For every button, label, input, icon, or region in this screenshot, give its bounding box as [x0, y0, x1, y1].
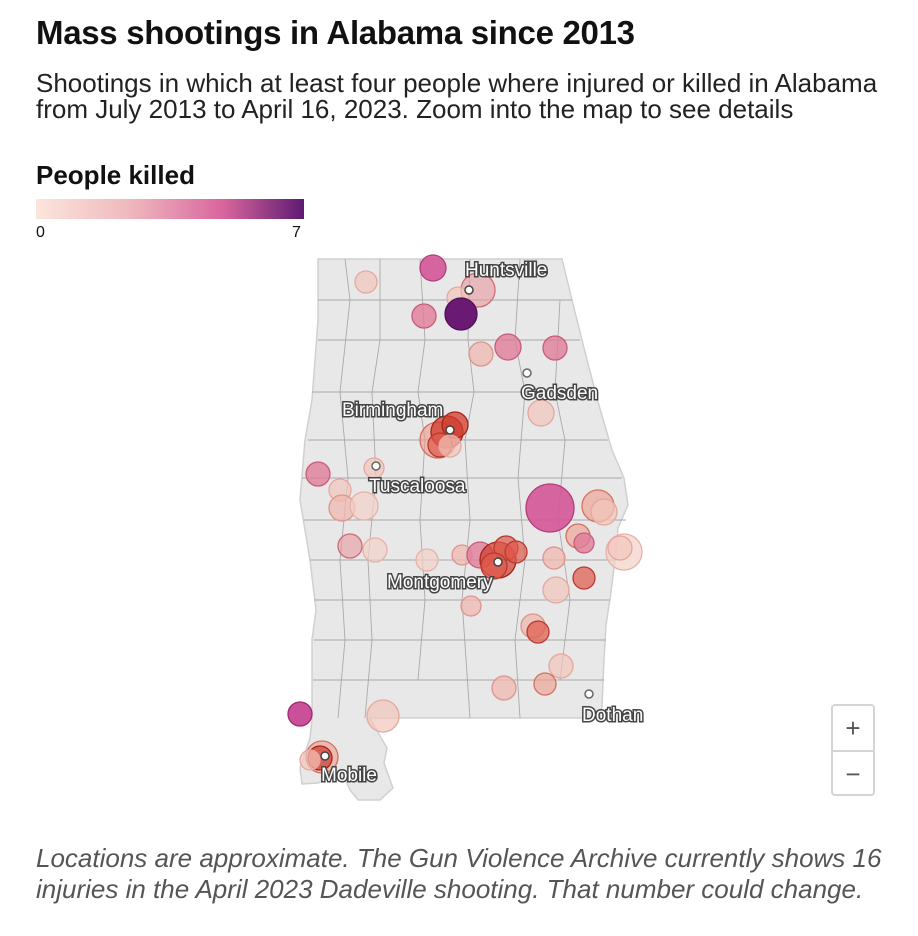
map-title: Mass shootings in Alabama since 2013: [36, 14, 635, 51]
city-points: [320, 285, 594, 761]
alabama-map[interactable]: Huntsville Gadsden Birmingham Tuscaloosa…: [0, 240, 918, 820]
city-point-gadsden: [522, 368, 532, 378]
alabama-state-shape: [299, 258, 629, 801]
city-point-montgomery: [493, 557, 503, 567]
city-point-dothan: [584, 689, 594, 699]
legend-max-label: 7: [292, 224, 301, 241]
zoom-out-button[interactable]: −: [845, 758, 861, 789]
legend-min-label: 0: [36, 224, 45, 241]
city-label-dothan: Dothan: [582, 705, 643, 726]
footnote: Locations are approximate. The Gun Viole…: [36, 843, 882, 904]
map-subtitle: Shootings in which at least four people …: [36, 68, 878, 124]
city-labels: Huntsville Gadsden Birmingham Tuscaloosa…: [320, 259, 645, 788]
zoom-in-button[interactable]: +: [833, 706, 873, 752]
city-label-mobile: Mobile: [321, 765, 377, 786]
city-label-montgomery: Montgomery: [387, 572, 493, 593]
city-point-mobile: [320, 751, 330, 761]
zoom-control: + −: [831, 704, 875, 796]
city-label-huntsville: Huntsville: [465, 260, 547, 281]
city-point-huntsville: [464, 285, 474, 295]
legend-color-scale: [36, 199, 304, 219]
legend-title: People killed: [36, 160, 195, 190]
city-point-birmingham: [445, 425, 455, 435]
city-label-gadsden: Gadsden: [521, 383, 598, 404]
city-label-tuscaloosa: Tuscaloosa: [369, 476, 466, 497]
city-label-birmingham: Birmingham: [342, 400, 443, 421]
city-point-tuscaloosa: [371, 461, 381, 471]
